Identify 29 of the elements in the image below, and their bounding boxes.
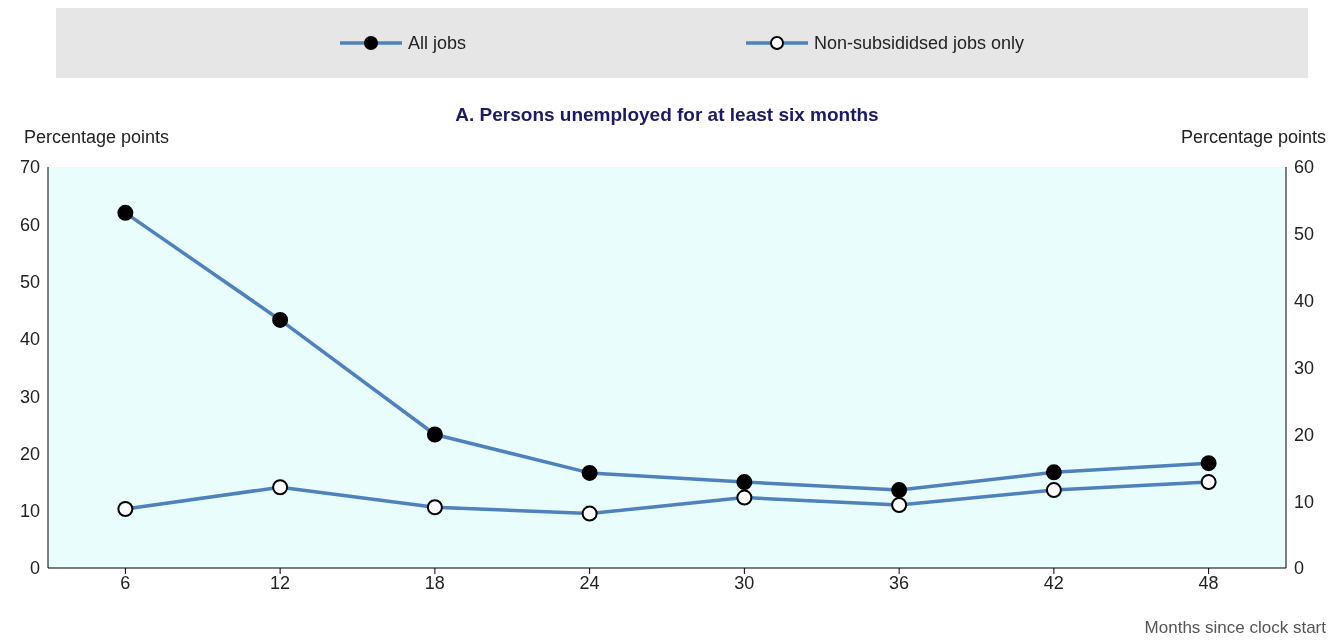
x-tick-label: 6: [120, 572, 131, 593]
y-tick-label: 0: [29, 558, 40, 579]
legend-label: All jobs: [407, 32, 466, 54]
y-tick-label: 30: [19, 386, 40, 407]
x-tick-label: 24: [579, 572, 600, 593]
y-tick-label: 60: [19, 214, 40, 235]
y2-tick-label: 50: [1294, 224, 1315, 245]
chart-title: A. Persons unemployed for at least six months: [454, 104, 880, 126]
x-axis-title: Months since clock start: [1144, 618, 1326, 638]
x-tick-label: 48: [1198, 572, 1219, 593]
y2-tick-label: 40: [1294, 291, 1315, 312]
y2-tick-label: 60: [1294, 157, 1315, 178]
x-tick-label: 42: [1043, 572, 1064, 593]
y-tick-label: 20: [19, 443, 40, 464]
x-tick-label: 18: [424, 572, 445, 593]
legend-label: Non-subsididsed jobs only: [813, 32, 1025, 54]
y-tick-label: 10: [19, 501, 40, 522]
y-tick-label: 40: [19, 329, 40, 350]
y-axis-title: Percentage points: [24, 127, 170, 148]
y2-axis-title: Percentage points: [1180, 127, 1326, 148]
y2-tick-label: 30: [1294, 357, 1315, 378]
y2-tick-label: 10: [1294, 491, 1315, 512]
y2-tick-label: 20: [1294, 424, 1315, 445]
y2-tick-label: 0: [1294, 558, 1305, 579]
y-tick-label: 50: [19, 271, 40, 292]
x-tick-label: 12: [270, 572, 291, 593]
x-tick-label: 36: [889, 572, 910, 593]
y-tick-label: 70: [19, 157, 40, 178]
x-tick-label: 30: [734, 572, 755, 593]
